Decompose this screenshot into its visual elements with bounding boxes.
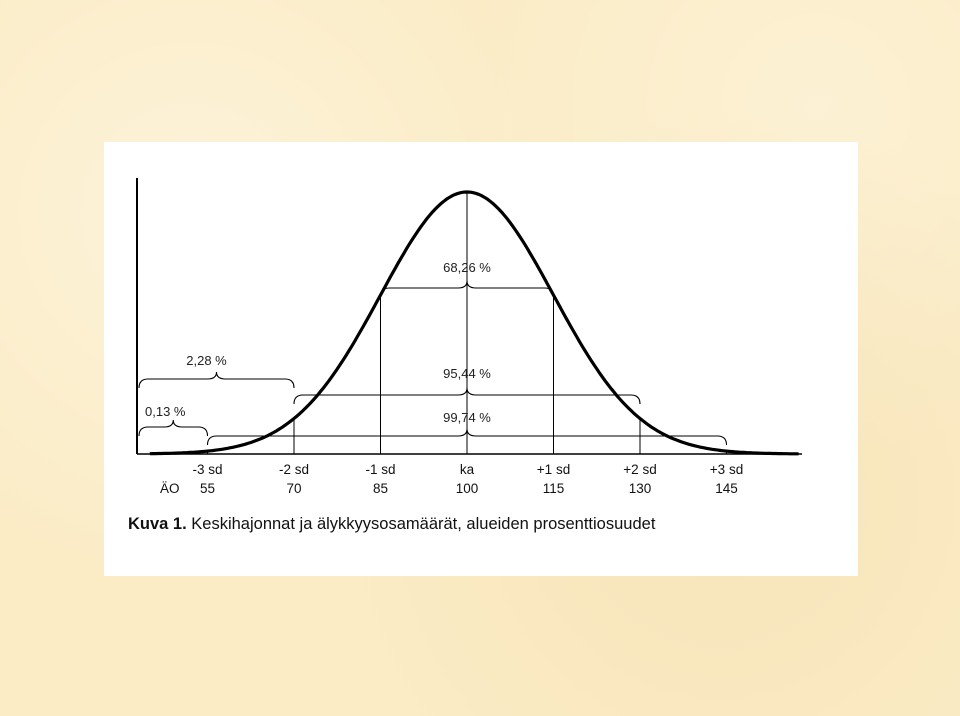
interval-label-4: 0,13 % bbox=[145, 404, 186, 419]
sd-tick-label-0: -3 sd bbox=[192, 462, 222, 477]
interval-label-0: 68,26 % bbox=[443, 260, 491, 275]
interval-label-2: 99,74 % bbox=[443, 410, 491, 425]
interval-label-3: 2,28 % bbox=[186, 353, 227, 368]
iq-tick-label-0: 55 bbox=[200, 481, 215, 496]
iq-tick-label-3: 100 bbox=[456, 481, 479, 496]
iq-tick-label-4: 115 bbox=[543, 481, 565, 496]
brace-2 bbox=[206, 428, 728, 446]
iq-row-label: ÄO bbox=[160, 481, 180, 496]
brace-4 bbox=[138, 419, 209, 437]
iq-tick-label-2: 85 bbox=[373, 481, 388, 496]
iq-tick-label-6: 145 bbox=[715, 481, 738, 496]
sd-tick-label-4: +1 sd bbox=[537, 462, 570, 477]
iq-tick-label-1: 70 bbox=[286, 481, 301, 496]
normal-distribution-chart: 68,26 % 95,44 % 99,74 % 2,28 % 0,13 % -3 sd 5… bbox=[136, 178, 802, 496]
normal-curve bbox=[149, 190, 799, 456]
sd-tick-label-6: +3 sd bbox=[710, 462, 743, 477]
sd-tick-label-3: ka bbox=[460, 462, 475, 477]
brace-0 bbox=[379, 280, 555, 298]
brace-3 bbox=[138, 371, 295, 389]
caption-text: Keskihajonnat ja älykkyysosamäärät, alue… bbox=[186, 515, 656, 533]
brace-1 bbox=[293, 387, 641, 405]
sd-tick-label-5: +2 sd bbox=[623, 462, 656, 477]
figure-panel: 68,26 % 95,44 % 99,74 % 2,28 % 0,13 % -3 sd 5… bbox=[104, 142, 858, 576]
interval-label-1: 95,44 % bbox=[443, 366, 491, 381]
caption-prefix: Kuva 1. bbox=[128, 515, 187, 533]
sd-tick-label-1: -2 sd bbox=[279, 462, 309, 477]
iq-tick-label-5: 130 bbox=[629, 481, 652, 496]
sd-tick-label-2: -1 sd bbox=[365, 462, 395, 477]
figure-caption: Kuva 1. Keskihajonnat ja älykkyysosamäär… bbox=[128, 515, 848, 534]
